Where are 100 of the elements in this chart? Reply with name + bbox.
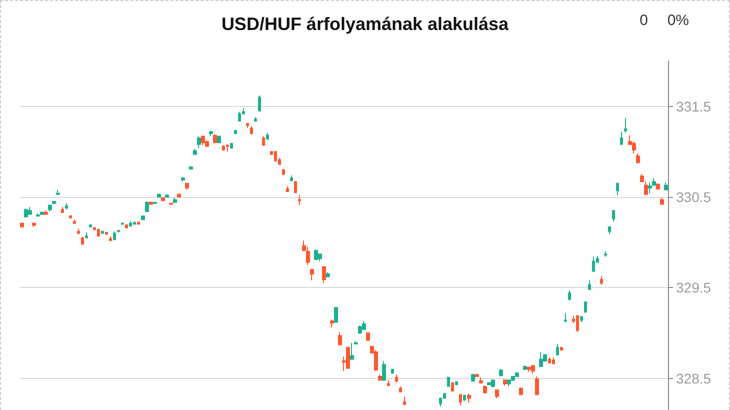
candlestick [322, 266, 326, 284]
candlestick [52, 201, 56, 205]
candlestick [660, 197, 664, 205]
candlestick [129, 220, 132, 226]
candlestick [81, 236, 84, 245]
candlestick [73, 219, 76, 224]
candlestick [636, 152, 640, 164]
candlestick [290, 174, 293, 182]
candlestick [274, 151, 277, 162]
candlestick [89, 224, 92, 228]
candlestick [600, 275, 603, 286]
candlestick [604, 250, 607, 258]
text: 0% [667, 12, 690, 29]
candlestick [519, 386, 523, 396]
candlestick [475, 373, 479, 377]
candlestick [523, 365, 527, 371]
candlestick [382, 360, 386, 382]
candlestick [491, 380, 495, 388]
candlestick [531, 365, 535, 374]
candlestick [201, 136, 205, 146]
candlestick [85, 232, 88, 238]
candlestick [374, 350, 378, 371]
candlestick [254, 116, 257, 122]
candlestick [330, 318, 334, 328]
candlestick [61, 206, 64, 213]
candlestick [314, 249, 318, 260]
candlestick [354, 340, 358, 344]
candlestick [584, 300, 587, 313]
candlestick [36, 212, 40, 218]
candlestick [507, 380, 511, 387]
candlestick [479, 376, 483, 384]
candlestick [298, 194, 301, 206]
candlestick [527, 366, 531, 372]
candlestick [56, 189, 60, 196]
candlestick [358, 325, 362, 334]
candlestick [471, 373, 475, 382]
candlestick [310, 268, 314, 281]
candlestick [592, 256, 595, 272]
candlestick [113, 230, 116, 240]
candlestick [282, 169, 285, 176]
candlestick [97, 228, 100, 236]
candlestick [451, 382, 454, 392]
candlestick [612, 210, 615, 222]
candlestick [28, 206, 32, 215]
candlestick [157, 194, 161, 198]
candlestick [334, 307, 338, 323]
candlestick [664, 182, 668, 190]
candlestick [133, 222, 136, 225]
candlestick [483, 386, 487, 394]
candlestick [564, 312, 567, 323]
y-tick-label: 329.5 [676, 280, 712, 296]
candlestick [568, 290, 571, 301]
candlestick [217, 136, 221, 144]
y-tick-label: 328.5 [676, 370, 712, 386]
candlestick [552, 356, 555, 364]
candlestick [399, 386, 402, 392]
candlestick [230, 142, 233, 149]
candlestick [326, 272, 330, 278]
candlestick [459, 394, 462, 406]
candlestick [395, 374, 398, 384]
candlestick [455, 381, 458, 386]
candlestick [608, 226, 611, 235]
candlestick [378, 374, 382, 381]
candlestick [463, 394, 466, 402]
candlestick [624, 118, 627, 134]
candlestick [165, 194, 169, 198]
candlestick [515, 372, 519, 377]
candlestick [262, 136, 265, 146]
candlestick [467, 393, 471, 404]
candlestick [32, 222, 36, 228]
candlestick [141, 216, 145, 220]
candlestick [44, 210, 48, 215]
candlestick [387, 380, 390, 386]
candlestick [495, 390, 499, 399]
candlestick [266, 132, 269, 140]
candlestick [193, 148, 197, 155]
candlestick [173, 197, 177, 203]
candlestick [350, 342, 354, 360]
candlestick [652, 177, 656, 186]
candlestick [181, 177, 185, 182]
candlestick [101, 230, 104, 234]
candlestick [161, 197, 165, 202]
candlestick [556, 343, 559, 356]
candlestick [447, 376, 450, 387]
text: 0 [640, 12, 648, 29]
candlestick [539, 351, 543, 367]
candlestick [391, 368, 394, 374]
candlestick [286, 186, 289, 192]
candlestick [77, 228, 80, 235]
candlestick [69, 214, 72, 218]
candlestick [580, 316, 583, 323]
candlestick [189, 166, 193, 170]
candlestick [576, 315, 579, 333]
candlestick [294, 181, 297, 193]
candlestick [40, 210, 44, 216]
candlestick [109, 235, 112, 241]
candlestick [503, 380, 507, 386]
candlestick [246, 123, 249, 129]
candlestick [535, 376, 539, 396]
candlestick [250, 126, 253, 135]
